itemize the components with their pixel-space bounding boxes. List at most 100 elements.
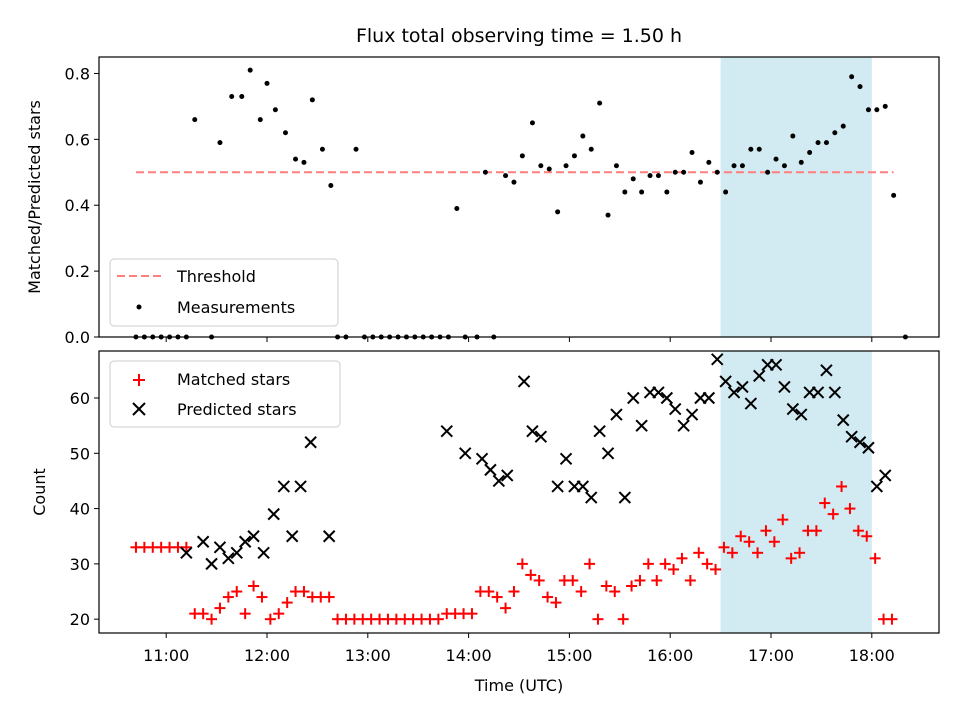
measurement-point: [319, 146, 325, 152]
measurement-point: [882, 103, 888, 109]
matched-star-point: [550, 597, 562, 609]
matched-star-point: [844, 503, 856, 515]
matched-star-point: [508, 586, 520, 598]
matched-star-point: [273, 608, 285, 620]
predicted-star-point: [459, 447, 472, 460]
measurement-point: [857, 84, 863, 90]
matched-star-point: [886, 613, 898, 625]
predicted-star-point: [222, 552, 235, 565]
measurement-point: [706, 159, 712, 165]
matched-star-point: [575, 586, 587, 598]
measurement-point: [529, 120, 535, 126]
measurement-point: [865, 107, 871, 113]
predicted-star-point: [593, 424, 606, 438]
matched-star-point: [323, 591, 335, 603]
matched-star-point: [760, 525, 772, 537]
legend-predicted-swatch: [132, 402, 146, 416]
matched-star-point: [869, 552, 881, 564]
predicted-star-point: [534, 430, 548, 443]
chart-title: Flux total observing time = 1.50 h: [356, 25, 682, 47]
predicted-star-point: [277, 480, 291, 493]
count-plot-frame: [98, 350, 940, 634]
measurement-point: [756, 146, 762, 152]
predicted-star-point: [870, 480, 884, 493]
measurement-point: [647, 173, 653, 179]
matched-star-point: [810, 525, 822, 537]
measurement-point: [482, 169, 488, 175]
ratio-highlight-span: [720, 57, 872, 337]
matched-star-point: [684, 574, 696, 586]
matched-star-point: [466, 608, 478, 620]
measurement-point: [773, 156, 779, 162]
predicted-star-point: [828, 386, 842, 399]
matched-star-point: [609, 586, 621, 598]
predicted-star-point: [517, 375, 531, 388]
legend-measurement-label: Measurements: [177, 298, 295, 317]
count-legend: Matched stars Predicted stars: [109, 360, 341, 428]
ratio-panel: 0.00.20.40.60.8 Matched/Predicted stars …: [25, 56, 940, 347]
measurement-point: [264, 80, 270, 86]
predicted-star-point: [795, 408, 808, 421]
measurement-point: [672, 169, 678, 175]
legend-matched-label: Matched stars: [177, 370, 290, 389]
ratio-legend: Threshold Measurements: [109, 258, 339, 327]
predicted-star-point: [585, 491, 598, 504]
predicted-star-point: [475, 452, 489, 466]
predicted-star-point: [618, 491, 632, 504]
predicted-star-point: [247, 530, 260, 543]
measurement-point: [282, 130, 288, 136]
matched-star-point: [567, 574, 579, 586]
matched-star-point: [592, 613, 604, 625]
measurement-point: [739, 163, 745, 169]
count-y-tick-label: 50: [70, 444, 90, 463]
predicted-star-point: [778, 380, 791, 394]
matched-star-point: [231, 586, 243, 598]
count-y-tick-label: 40: [70, 500, 90, 519]
predicted-star-point: [559, 452, 573, 466]
count-highlight-span: [720, 351, 872, 633]
measurement-point: [823, 140, 829, 146]
legend-matched-swatch: [133, 374, 145, 386]
matched-star-point: [651, 574, 663, 586]
predicted-star-point: [811, 386, 825, 399]
measurement-point: [807, 150, 813, 156]
measurement-point: [714, 169, 720, 175]
predicted-star-point: [551, 480, 564, 493]
measurement-point: [588, 146, 594, 152]
matched-star-point: [861, 530, 873, 542]
matched-star-point: [659, 558, 671, 570]
predicted-star-point: [285, 530, 299, 543]
matched-star-point: [693, 547, 705, 559]
ratio-y-tick-label: 0.0: [65, 328, 90, 347]
matched-star-point: [214, 602, 226, 614]
measurement-point: [580, 133, 586, 139]
legend-predicted-label: Predicted stars: [177, 400, 297, 419]
predicted-star-point: [719, 375, 732, 388]
matched-star-point: [222, 591, 234, 603]
matched-star-point: [642, 558, 654, 570]
measurement-point: [765, 169, 771, 175]
count-panel: 20 30 40 50 60 11:00 12:00 13:00 14:00 15:00 16:0…: [30, 350, 940, 695]
matched-star-point: [600, 580, 612, 592]
measurement-point: [731, 163, 737, 169]
measurement-point: [891, 192, 897, 198]
predicted-star-point: [492, 474, 506, 488]
count-y-tick-label: 30: [70, 555, 90, 574]
matched-star-point: [206, 613, 218, 625]
measurement-point: [748, 146, 754, 152]
measurement-point: [790, 133, 796, 139]
measurement-point: [815, 140, 821, 146]
predicted-star-point: [196, 535, 210, 548]
matched-star-point: [726, 547, 738, 559]
predicted-star-point: [322, 530, 336, 543]
matched-star-point: [827, 508, 839, 520]
measurement-point: [563, 163, 569, 169]
matched-star-point: [768, 536, 780, 548]
matched-star-point: [743, 536, 755, 548]
matched-star-point: [626, 580, 638, 592]
matched-star-point: [701, 558, 713, 570]
x-axis-label: Time (UTC): [474, 676, 563, 695]
predicted-star-point: [862, 441, 875, 454]
measurement-point: [293, 156, 299, 162]
measurement-point: [723, 189, 729, 195]
